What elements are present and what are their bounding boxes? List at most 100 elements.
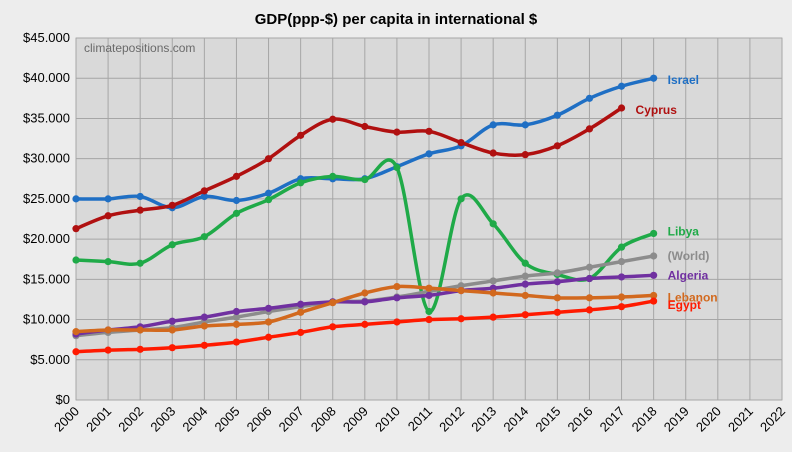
x-tick-label: 2016 (565, 404, 596, 435)
data-point-egypt (200, 341, 208, 349)
data-point-libya (489, 220, 497, 228)
x-tick-label: 2014 (500, 404, 531, 435)
y-tick-label: $45.000 (23, 30, 70, 45)
data-point-algeria (553, 278, 561, 286)
data-point-lebanon (617, 293, 626, 301)
data-point-egypt (489, 313, 497, 321)
data-point-cyprus (617, 104, 626, 112)
watermark: climatepositions.com (84, 41, 195, 55)
y-tick-label: $25.000 (23, 191, 70, 206)
data-point-cyprus (232, 172, 241, 180)
data-point-lebanon (489, 289, 497, 297)
data-point-libya (136, 259, 144, 267)
data-point-lebanon (200, 322, 208, 330)
data-point-lebanon (457, 286, 465, 295)
data-point-libya (521, 259, 529, 267)
data-point-algeria (650, 271, 658, 279)
data-point-cyprus (425, 127, 433, 135)
data-point-lebanon (361, 289, 369, 297)
x-tick-label: 2018 (629, 404, 660, 435)
data-point-algeria (425, 291, 433, 300)
data-point-egypt (617, 303, 626, 311)
data-point-lebanon (297, 308, 305, 316)
x-tick-label: 2011 (405, 404, 435, 434)
x-tick-label: 2013 (468, 404, 499, 435)
y-tick-label: $30.000 (23, 151, 70, 166)
data-point-cyprus (297, 131, 305, 139)
data-point-israel (264, 189, 273, 197)
x-tick-label: 2019 (661, 404, 692, 435)
x-tick-label: 2006 (244, 404, 275, 435)
data-point-cyprus (393, 128, 401, 136)
data-point-egypt (329, 323, 337, 331)
data-point-egypt (361, 320, 369, 328)
data-point-lebanon (136, 326, 144, 334)
data-point-egypt (104, 346, 112, 354)
grid (75, 37, 783, 401)
data-point-egypt (264, 333, 273, 341)
series-label-cyprus: Cyprus (636, 103, 678, 117)
data-point-cyprus (521, 151, 529, 159)
data-point-cyprus (200, 187, 208, 195)
data-point-algeria (393, 294, 401, 302)
y-tick-label: $40.000 (23, 70, 70, 85)
x-tick-label: 2012 (436, 404, 467, 435)
data-point-lebanon (104, 326, 112, 334)
data-point-algeria (264, 304, 273, 312)
data-point-world (650, 252, 658, 260)
data-point-lebanon (425, 284, 433, 292)
data-point-lebanon (72, 328, 80, 336)
data-point-egypt (232, 338, 241, 346)
data-point-israel (553, 111, 561, 119)
y-tick-label: $15.000 (23, 271, 70, 286)
data-point-lebanon (553, 294, 561, 302)
x-tick-label: 2007 (276, 404, 307, 435)
data-point-egypt (425, 315, 433, 324)
data-point-lebanon (232, 320, 241, 328)
y-tick-label: $0 (56, 392, 70, 407)
data-point-world (617, 258, 626, 266)
data-point-cyprus (104, 212, 112, 220)
data-point-egypt (168, 344, 176, 352)
data-point-israel (72, 195, 80, 203)
x-tick-label: 2010 (372, 404, 403, 435)
data-point-egypt (650, 297, 658, 305)
x-axis-ticks: 2000 2001 2002 2003 2004 2005 2006 2007 2008 2009… (51, 404, 788, 435)
data-point-libya (361, 175, 369, 184)
series-labels: Israel Cyprus Libya (World) Algeria LebanonEg… (636, 73, 718, 312)
data-point-egypt (297, 328, 305, 337)
data-point-world (489, 277, 497, 285)
data-point-israel (104, 195, 112, 203)
data-point-world (521, 272, 529, 280)
data-point-lebanon (264, 318, 273, 326)
data-point-lebanon (393, 282, 401, 291)
data-point-israel (232, 196, 241, 205)
data-point-egypt (393, 318, 401, 326)
series-label-egypt: Egypt (668, 298, 701, 312)
x-tick-label: 2002 (115, 404, 146, 435)
series (72, 74, 658, 356)
y-tick-label: $20.000 (23, 231, 70, 246)
data-point-algeria (297, 300, 305, 308)
series-label-world: (World) (668, 249, 710, 263)
data-point-algeria (521, 280, 529, 288)
x-tick-label: 2021 (725, 404, 756, 435)
data-point-egypt (585, 306, 594, 314)
data-point-libya (297, 179, 305, 187)
data-point-egypt (136, 345, 144, 353)
data-point-world (585, 263, 594, 271)
data-point-libya (425, 307, 433, 316)
x-tick-label: 2005 (212, 404, 243, 435)
data-point-israel (136, 192, 144, 201)
data-point-libya (329, 172, 337, 180)
data-point-algeria (361, 298, 369, 306)
data-point-libya (617, 243, 626, 251)
data-point-libya (264, 196, 273, 204)
data-point-cyprus (264, 155, 273, 163)
data-point-libya (104, 258, 112, 266)
data-point-israel (425, 150, 433, 158)
data-point-egypt (553, 308, 561, 316)
data-point-israel (650, 74, 658, 82)
data-point-libya (457, 195, 465, 203)
